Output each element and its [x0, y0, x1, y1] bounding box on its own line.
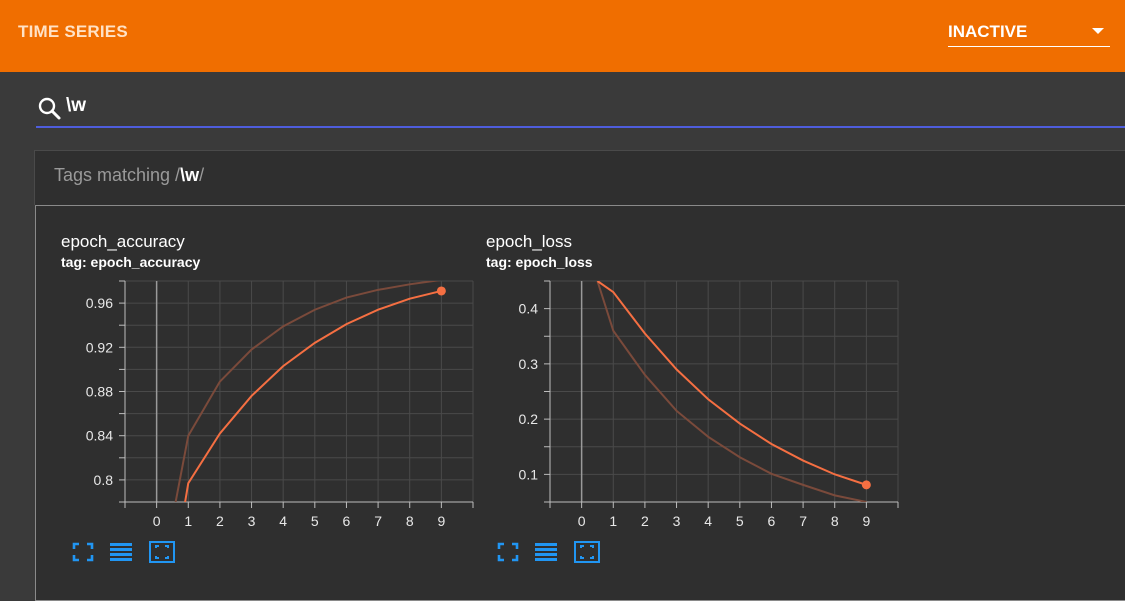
tag-filter-input[interactable]	[66, 93, 1066, 119]
x-tick-label: 1	[184, 513, 192, 529]
x-tick-label: 6	[343, 513, 351, 529]
x-tick-label: 9	[437, 513, 445, 529]
toggle-data-table-button[interactable]	[533, 540, 559, 564]
fullscreen-icon	[497, 542, 519, 562]
x-tick-label: 2	[216, 513, 224, 529]
fit-domain-icon	[574, 541, 600, 563]
chevron-down-icon	[1092, 28, 1104, 34]
tag-group-title: Tags matching /\w/	[54, 165, 204, 186]
y-tick-label: 0.4	[519, 301, 539, 317]
series-line-raw	[596, 281, 867, 502]
x-tick-label: 1	[609, 513, 617, 529]
tag-group-prefix: Tags matching /	[54, 165, 181, 185]
y-tick-label: 0.84	[86, 428, 113, 444]
last-point-marker	[436, 286, 446, 296]
tag-group-suffix: /	[199, 165, 205, 185]
x-tick-label: 6	[768, 513, 776, 529]
x-tick-label: 9	[862, 513, 870, 529]
x-tick-label: 8	[406, 513, 414, 529]
card-title: epoch_accuracy	[61, 232, 185, 251]
series-line-smoothed	[596, 281, 867, 486]
x-tick-label: 4	[704, 513, 712, 529]
fit-domain-icon	[149, 541, 175, 563]
top-app-bar: TIME SERIES INACTIVE	[0, 0, 1125, 72]
y-tick-label: 0.92	[86, 339, 113, 355]
card-tag: tag: epoch_accuracy	[61, 254, 201, 270]
series-line-raw	[174, 281, 441, 502]
y-tick-label: 0.96	[86, 295, 113, 311]
series-line-smoothed	[184, 289, 442, 502]
toggle-data-table-button[interactable]	[108, 540, 134, 564]
x-tick-label: 0	[578, 513, 586, 529]
main-content: Tags matching /\w/ epoch_accuracy tag: e…	[0, 72, 1125, 601]
fullscreen-icon	[72, 542, 94, 562]
data-table-icon	[110, 543, 132, 561]
scalar-card-epoch-accuracy: epoch_accuracy tag: epoch_accuracy 0 1 2 3 4…	[36, 206, 474, 600]
run-selector-dropdown[interactable]: INACTIVE	[948, 20, 1110, 47]
card-title: epoch_loss	[486, 232, 573, 251]
x-tick-label: 8	[831, 513, 839, 529]
y-tick-label: 0.8	[94, 472, 114, 488]
x-tick-label: 3	[248, 513, 256, 529]
x-tick-label: 5	[736, 513, 744, 529]
x-tick-label: 3	[673, 513, 681, 529]
line-chart-epoch-loss[interactable]: 0 1 2 3 4 5 6 7 8 9 0.1 0.2 0.3 0.4	[461, 266, 901, 546]
tag-group-pattern: \w	[180, 165, 200, 185]
search-icon	[38, 97, 61, 120]
tag-filter-bar	[36, 89, 1125, 128]
card-tag: tag: epoch_loss	[486, 254, 593, 270]
run-selector-value: INACTIVE	[948, 22, 1028, 41]
dashboard-title: TIME SERIES	[18, 22, 128, 41]
last-point-marker	[861, 480, 871, 490]
fullscreen-button[interactable]	[70, 540, 96, 564]
y-tick-label: 0.1	[519, 466, 539, 482]
y-tick-label: 0.88	[86, 384, 113, 400]
x-tick-label: 7	[374, 513, 382, 529]
fit-domain-button[interactable]	[573, 540, 601, 564]
scalar-cards-panel: epoch_accuracy tag: epoch_accuracy 0 1 2 3 4…	[35, 205, 1125, 601]
line-chart-epoch-accuracy[interactable]: 0 1 2 3 4 5 6 7 8 9 0.8 0.84 0.88 0.92 0.96	[36, 266, 476, 546]
scalar-card-epoch-loss: epoch_loss tag: epoch_loss 0 1 2 3 4 5 6 7 8 9 0.1…	[461, 206, 899, 600]
fit-domain-button[interactable]	[148, 540, 176, 564]
y-tick-label: 0.3	[519, 356, 539, 372]
tag-group-header[interactable]: Tags matching /\w/	[34, 150, 1125, 205]
y-tick-label: 0.2	[519, 411, 539, 427]
x-tick-label: 4	[279, 513, 287, 529]
x-tick-label: 0	[153, 513, 161, 529]
x-tick-label: 5	[311, 513, 319, 529]
x-tick-label: 2	[641, 513, 649, 529]
x-tick-label: 7	[799, 513, 807, 529]
fullscreen-button[interactable]	[495, 540, 521, 564]
data-table-icon	[535, 543, 557, 561]
